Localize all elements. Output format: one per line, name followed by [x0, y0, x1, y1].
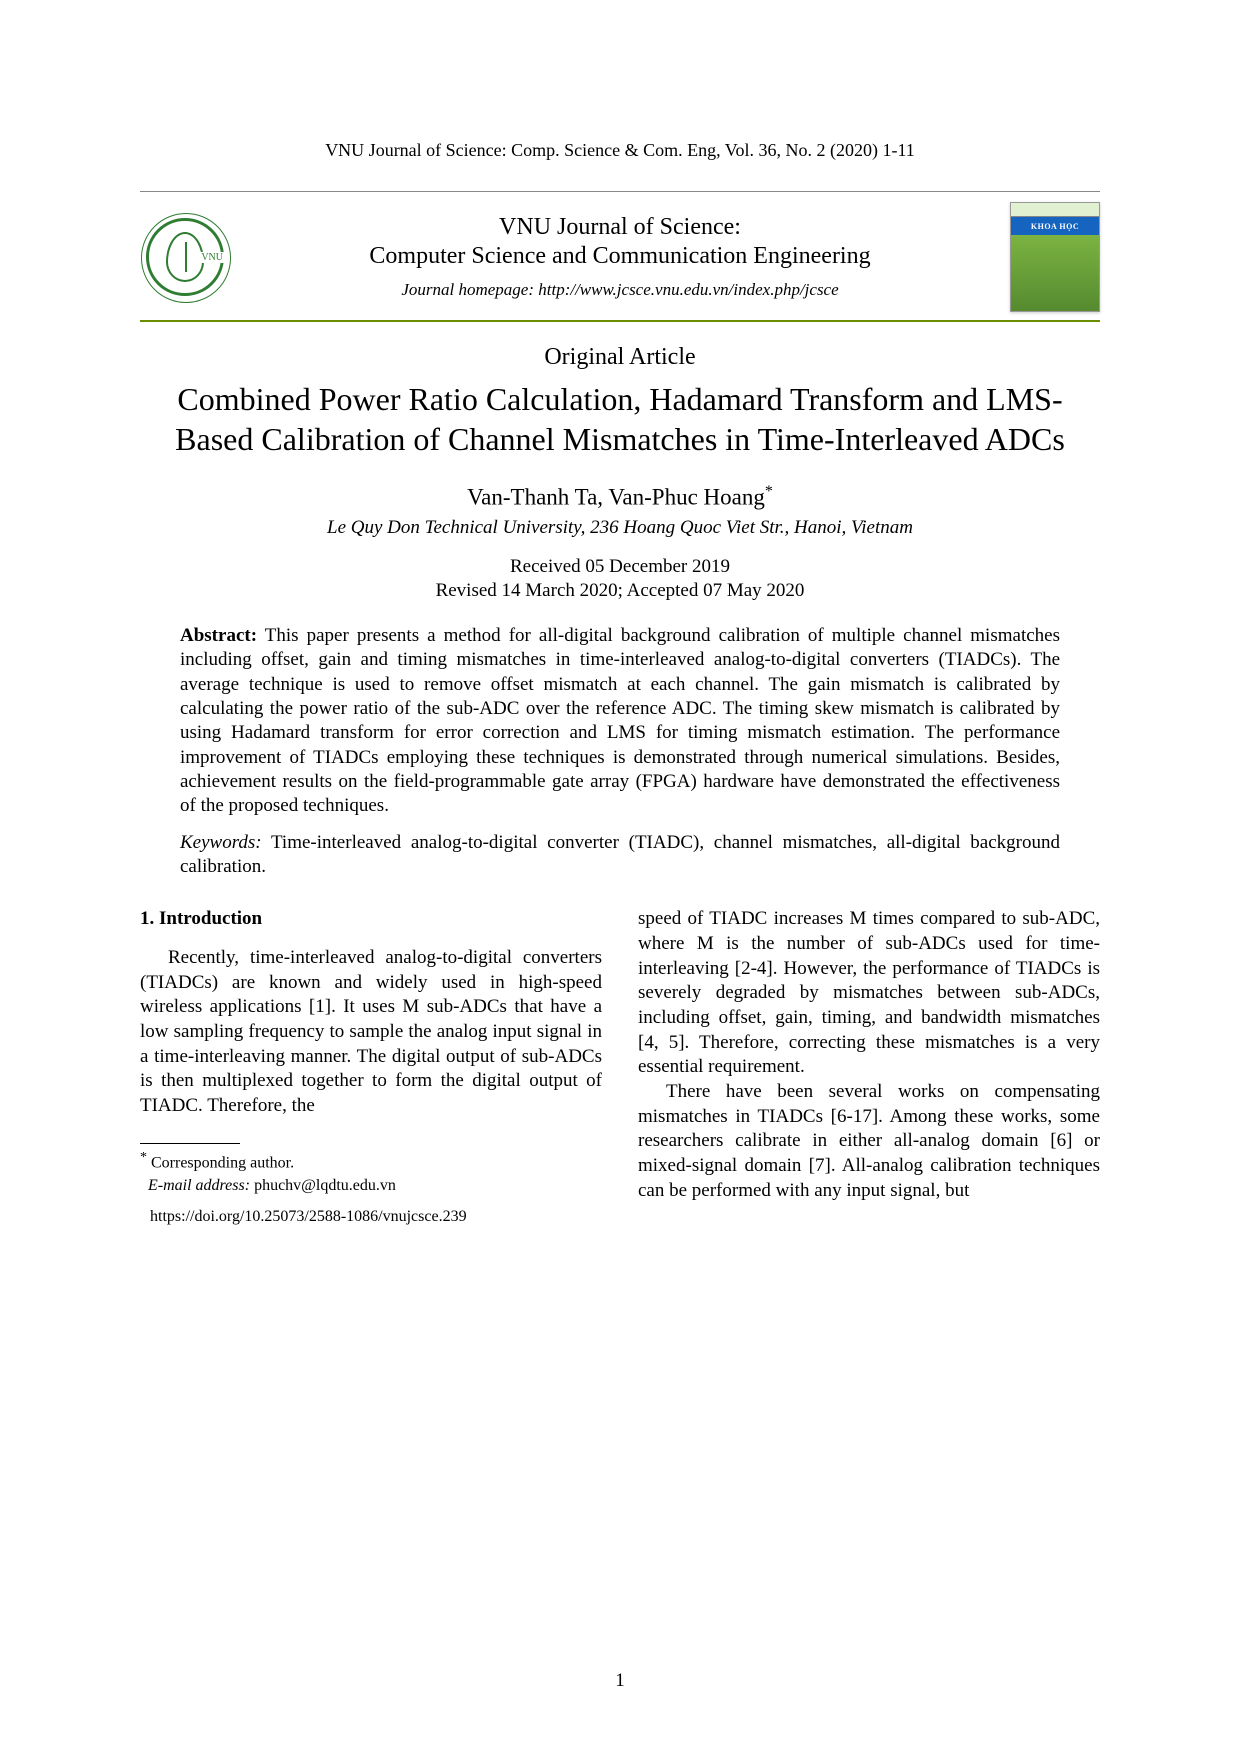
- email-address: phuchv@lqdtu.edu.vn: [250, 1177, 396, 1194]
- left-column: 1. Introduction Recently, time-interleav…: [140, 907, 602, 1228]
- abstract-text: This paper presents a method for all-dig…: [180, 625, 1060, 816]
- received-date: Received 05 December 2019: [140, 555, 1100, 580]
- intro-paragraph-2: There have been several works on compens…: [638, 1080, 1100, 1203]
- journal-homepage: Journal homepage: http://www.jcsce.vnu.e…: [230, 280, 1010, 300]
- running-header: VNU Journal of Science: Comp. Science & …: [140, 140, 1100, 161]
- abstract: Abstract: This paper presents a method f…: [140, 624, 1100, 819]
- author-names: Van-Thanh Ta, Van-Phuc Hoang: [467, 485, 765, 510]
- email-line: E-mail address: phuchv@lqdtu.edu.vn: [140, 1174, 602, 1197]
- intro-paragraph-1: Recently, time-interleaved analog-to-dig…: [140, 946, 602, 1119]
- vnu-logo: VNU: [140, 212, 230, 302]
- corresponding-author-note: * Corresponding author.: [140, 1148, 602, 1175]
- corresponding-marker: *: [765, 483, 773, 500]
- footnote-rule: [140, 1143, 240, 1144]
- banner-center: VNU Journal of Science: Computer Science…: [230, 214, 1010, 300]
- logo-text: VNU: [199, 252, 225, 263]
- revised-accepted-date: Revised 14 March 2020; Accepted 07 May 2…: [140, 579, 1100, 604]
- right-column: speed of TIADC increases M times compare…: [638, 907, 1100, 1228]
- authors: Van-Thanh Ta, Van-Phuc Hoang*: [140, 483, 1100, 511]
- article-title: Combined Power Ratio Calculation, Hadama…: [140, 379, 1100, 459]
- article-dates: Received 05 December 2019 Revised 14 Mar…: [140, 555, 1100, 604]
- keywords: Keywords: Time-interleaved analog-to-dig…: [140, 831, 1100, 880]
- keywords-text: Time-interleaved analog-to-digital conve…: [180, 832, 1060, 877]
- journal-name-line1: VNU Journal of Science:: [230, 214, 1010, 241]
- journal-cover-thumbnail: KHOA HỌC: [1010, 202, 1100, 312]
- footnote-block: * Corresponding author. E-mail address: …: [140, 1148, 602, 1229]
- body-columns: 1. Introduction Recently, time-interleav…: [140, 907, 1100, 1228]
- article-type: Original Article: [140, 344, 1100, 371]
- section-heading-1: 1. Introduction: [140, 907, 602, 932]
- cover-tag: KHOA HỌC: [1011, 217, 1099, 235]
- footnote-marker: *: [140, 1150, 147, 1165]
- journal-banner: VNU VNU Journal of Science: Computer Sci…: [140, 191, 1100, 322]
- abstract-label: Abstract:: [180, 625, 257, 646]
- email-label: E-mail address:: [148, 1177, 250, 1194]
- intro-paragraph-1-cont: speed of TIADC increases M times compare…: [638, 907, 1100, 1080]
- keywords-label: Keywords:: [180, 832, 262, 853]
- page-number: 1: [615, 1670, 625, 1692]
- journal-name-line2: Computer Science and Communication Engin…: [230, 243, 1010, 270]
- affiliation: Le Quy Don Technical University, 236 Hoa…: [140, 517, 1100, 539]
- doi: https://doi.org/10.25073/2588-1086/vnujc…: [150, 1205, 602, 1228]
- corresponding-text: Corresponding author.: [147, 1154, 294, 1171]
